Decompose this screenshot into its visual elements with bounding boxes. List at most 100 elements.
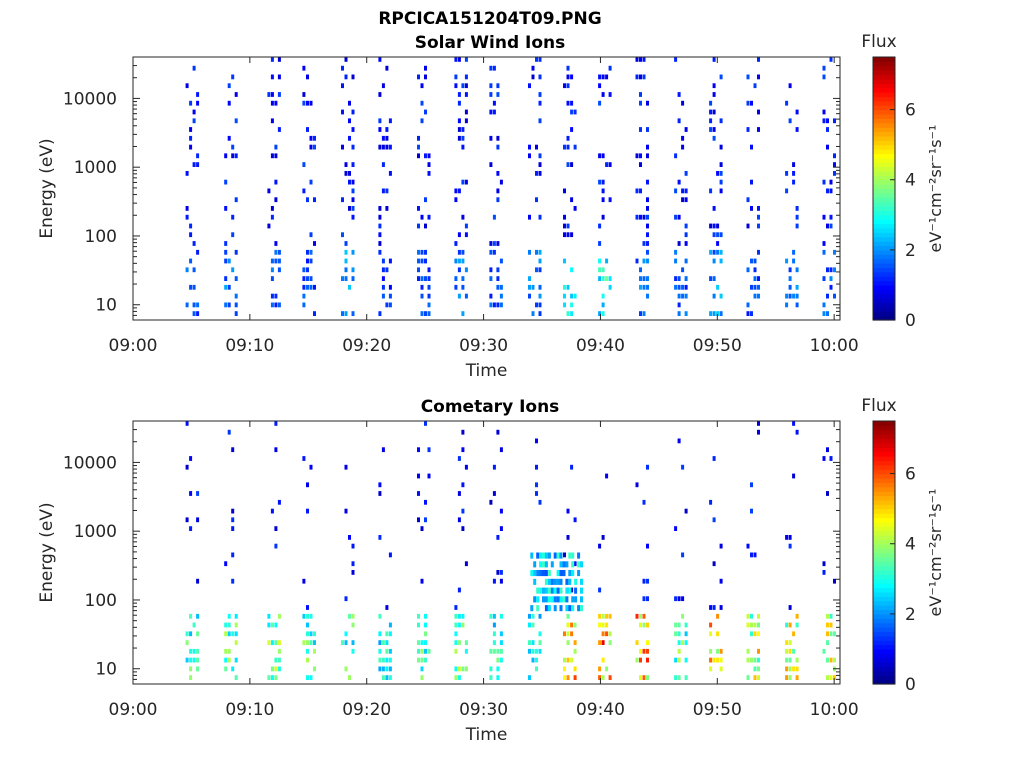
spectrogram-cell	[192, 302, 196, 308]
spectrogram-cell	[270, 293, 274, 299]
spectrogram-cell	[385, 135, 389, 141]
spectrogram-cell	[601, 535, 605, 540]
spectrogram-cell	[385, 648, 389, 654]
spectrogram-cell	[270, 675, 274, 680]
spectrogram-cell	[533, 561, 537, 568]
spectrogram-cell	[684, 640, 688, 645]
spectrogram-cell	[709, 127, 713, 132]
cometary-ions-panel: Cometary Ions 09:00 09:10 09:20 09:30 09:40 0…	[37, 396, 945, 745]
spectrogram-cell	[388, 284, 392, 290]
spectrogram-cell	[270, 100, 274, 106]
spectrogram-cell	[829, 613, 833, 619]
spectrogram-cell	[489, 613, 493, 619]
spectrogram-cell	[788, 267, 792, 273]
spectrogram-cell	[234, 622, 238, 628]
spectrogram-cell	[753, 666, 757, 672]
spectrogram-cell	[351, 648, 355, 654]
spectrogram-cell	[719, 144, 723, 150]
spectrogram-cell	[227, 613, 231, 619]
spectrogram-cell	[580, 561, 583, 568]
colorbar-swatch	[873, 513, 895, 519]
spectrogram-cell	[757, 666, 760, 672]
spectrogram-cell	[417, 267, 420, 273]
spectrogram-cell	[795, 302, 799, 308]
spectrogram-cell	[231, 144, 235, 150]
spectrogram-cell	[277, 267, 281, 273]
spectrogram-cell	[313, 311, 316, 316]
colorbar-swatch	[873, 241, 895, 247]
spectrogram-cell	[674, 276, 678, 281]
colorbar-swatch	[873, 113, 895, 119]
spectrogram-cell	[681, 293, 685, 299]
spectrogram-cell	[461, 622, 465, 628]
spectrogram-cell	[538, 631, 542, 637]
spectrogram-cell	[566, 135, 570, 141]
colorbar-swatch	[873, 184, 895, 190]
spectrogram-cell	[566, 74, 570, 80]
colorbar-swatch	[873, 605, 895, 611]
spectrogram-cell	[499, 613, 503, 619]
spectrogram-cell	[709, 631, 713, 637]
spectrogram-cell	[274, 622, 278, 628]
solar-wind-x-ticks: 09:00 09:10 09:20 09:30 09:40 09:50 10:00	[109, 57, 859, 356]
spectrogram-cell	[528, 284, 531, 290]
spectrogram-cell	[547, 596, 551, 603]
spectrogram-cell	[677, 118, 681, 124]
spectrogram-cell	[457, 293, 461, 299]
spectrogram-cell	[306, 640, 309, 645]
spectrogram-cell	[601, 631, 605, 637]
spectrogram-cell	[684, 241, 688, 246]
spectrogram-cell	[535, 197, 538, 203]
colorbar-tick-label: 6	[905, 465, 916, 485]
spectrogram-cell	[574, 578, 578, 585]
spectrogram-cell	[464, 179, 468, 185]
spectrogram-cell	[550, 596, 554, 603]
spectrogram-cell	[753, 284, 757, 290]
spectrogram-cell	[270, 666, 274, 672]
x-tick-label: 09:20	[342, 700, 391, 720]
spectrogram-cell	[499, 293, 503, 299]
spectrogram-cell	[598, 100, 602, 106]
spectrogram-cell	[388, 144, 392, 150]
spectrogram-cell	[753, 552, 757, 558]
spectrogram-cell	[454, 675, 458, 680]
spectrogram-cell	[351, 543, 355, 549]
colorbar-swatch	[873, 166, 895, 172]
spectrogram-cell	[792, 249, 796, 255]
spectrogram-cell	[833, 267, 836, 273]
spectrogram-cell	[224, 648, 228, 654]
spectrogram-cell	[826, 613, 829, 619]
spectrogram-cell	[757, 214, 760, 220]
spectrogram-cell	[563, 552, 566, 558]
spectrogram-cell	[461, 482, 465, 488]
spectrogram-cell	[454, 276, 458, 281]
spectrogram-cell	[571, 605, 575, 612]
spectrogram-cell	[719, 171, 723, 176]
colorbar-swatch	[873, 306, 895, 312]
spectrogram-cell	[542, 587, 545, 594]
spectrogram-cell	[684, 197, 688, 203]
spectrogram-cell	[570, 631, 574, 637]
spectrogram-cell	[231, 517, 235, 523]
spectrogram-cell	[499, 258, 503, 264]
spectrogram-cell	[274, 675, 278, 680]
spectrogram-cell	[420, 214, 424, 220]
solar-wind-title: Solar Wind Ions	[415, 33, 566, 53]
spectrogram-cell	[344, 311, 348, 316]
colorbar-swatch	[873, 570, 895, 576]
solar-wind-spectrogram-cells	[185, 57, 836, 316]
colorbar-swatch	[873, 622, 895, 628]
spectrogram-cell	[577, 570, 581, 577]
spectrogram-cell	[826, 223, 829, 229]
spectrogram-cell	[351, 74, 355, 80]
spectrogram-cell	[189, 526, 193, 531]
spectrogram-cell	[719, 232, 723, 238]
spectrogram-cell	[302, 640, 306, 645]
spectrogram-cell	[538, 92, 542, 97]
colorbar-swatch	[873, 153, 895, 159]
spectrogram-cell	[417, 447, 420, 453]
spectrogram-cell	[489, 302, 493, 308]
spectrogram-cell	[351, 276, 355, 281]
spectrogram-cell	[499, 526, 503, 531]
spectrogram-cell	[341, 311, 344, 316]
